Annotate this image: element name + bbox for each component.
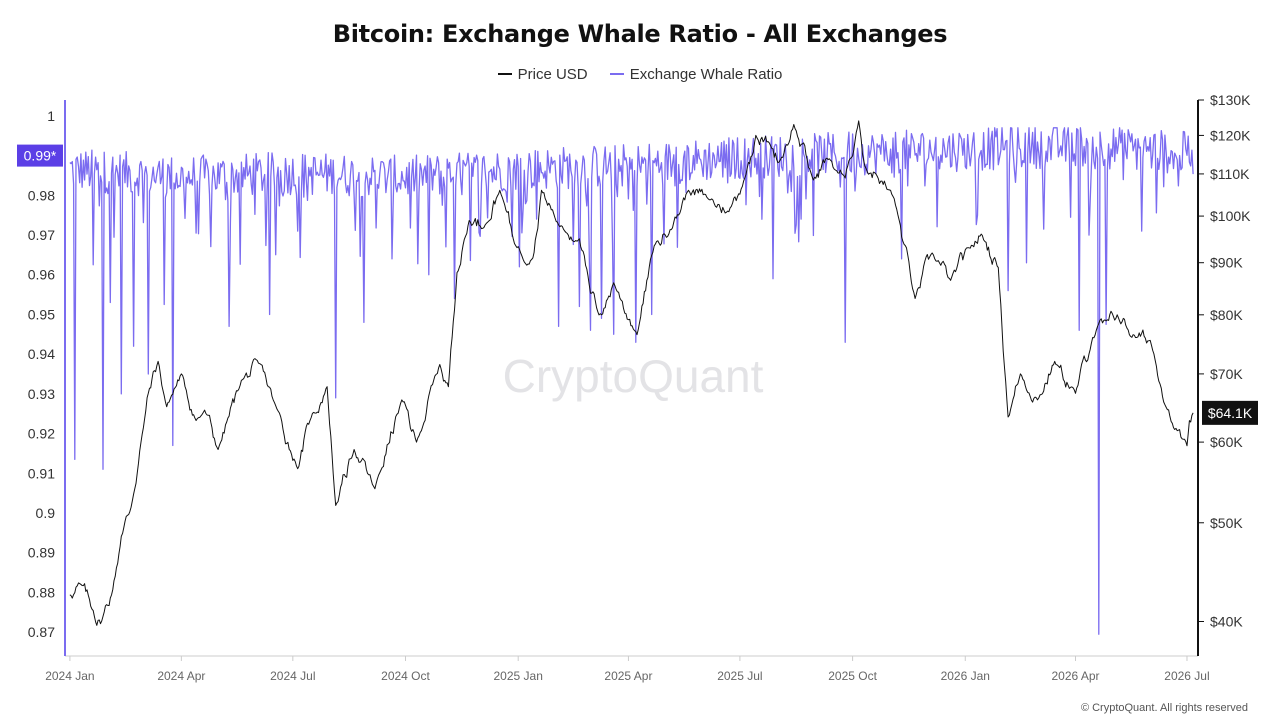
right-tick-label: $120K xyxy=(1210,127,1251,143)
legend-swatch-price xyxy=(497,73,512,75)
x-tick-label: 2026 Jul xyxy=(1164,669,1209,683)
left-tick-label: 0.89 xyxy=(28,545,55,561)
left-tick-label: 0.95 xyxy=(28,306,55,322)
price-current-label: $64.1K xyxy=(1208,405,1253,421)
right-tick-label: $60K xyxy=(1210,434,1243,450)
x-tick-label: 2025 Apr xyxy=(604,669,652,683)
right-tick-label: $110K xyxy=(1210,166,1250,182)
right-tick-label: $70K xyxy=(1210,366,1243,382)
left-tick-label: 0.9 xyxy=(36,505,56,521)
legend-swatch-ratio xyxy=(609,73,624,75)
chart-title: Bitcoin: Exchange Whale Ratio - All Exch… xyxy=(332,20,948,48)
x-tick-label: 2026 Apr xyxy=(1051,669,1099,683)
left-tick-label: 0.91 xyxy=(28,465,55,481)
left-tick-label: 0.87 xyxy=(28,624,55,640)
right-tick-label: $40K xyxy=(1210,614,1243,630)
x-tick-label: 2024 Apr xyxy=(157,669,205,683)
legend-item-ratio[interactable]: Exchange Whale Ratio xyxy=(609,65,783,83)
x-tick-label: 2024 Jan xyxy=(45,669,94,683)
ratio-current-label: 0.99* xyxy=(24,148,57,164)
left-tick-label: 0.97 xyxy=(28,227,55,243)
ratio-current-badge xyxy=(17,144,63,167)
chart-legend: Price USD Exchange Whale Ratio xyxy=(0,62,1280,83)
legend-label-ratio: Exchange Whale Ratio xyxy=(629,65,783,83)
left-tick-label: 0.92 xyxy=(28,426,55,442)
right-tick-label: $50K xyxy=(1210,515,1243,531)
price-line xyxy=(69,120,1194,626)
axes-group: 2024 Jan 2024 Apr 2024 Jul 2024 Oct 2025 Jan… xyxy=(17,92,1258,683)
price-current-badge xyxy=(1202,400,1258,425)
watermark: CryptoQuant xyxy=(503,350,764,402)
left-tick-label: 0.96 xyxy=(28,267,55,283)
left-tick-label: 1 xyxy=(47,108,55,124)
ratio-series-group xyxy=(69,127,1194,635)
x-tick-label: 2025 Oct xyxy=(828,669,877,683)
right-tick-label: $100K xyxy=(1210,208,1251,224)
right-tick-label: $80K xyxy=(1210,307,1243,323)
left-tick-label: 0.94 xyxy=(28,346,55,362)
left-tick-label: 0.88 xyxy=(28,584,55,600)
legend-item-price[interactable]: Price USD xyxy=(497,65,588,83)
x-tick-label: 2026 Jan xyxy=(941,669,990,683)
x-tick-label: 2025 Jul xyxy=(717,669,762,683)
copyright-footer: © CryptoQuant. All rights reserved xyxy=(1080,702,1248,714)
right-tick-label: $130K xyxy=(1210,92,1251,108)
left-tick-label: 0.93 xyxy=(28,386,55,402)
x-tick-label: 2024 Oct xyxy=(381,669,430,683)
legend-label-price: Price USD xyxy=(517,65,588,83)
left-tick-label: 0.98 xyxy=(28,187,55,203)
left-tick-label: 0.99 xyxy=(28,148,55,164)
x-tick-label: 2024 Jul xyxy=(270,669,315,683)
price-series-group xyxy=(69,120,1194,626)
x-tick-label: 2025 Jan xyxy=(494,669,543,683)
ratio-line xyxy=(69,127,1194,635)
right-tick-label: $90K xyxy=(1210,255,1243,271)
